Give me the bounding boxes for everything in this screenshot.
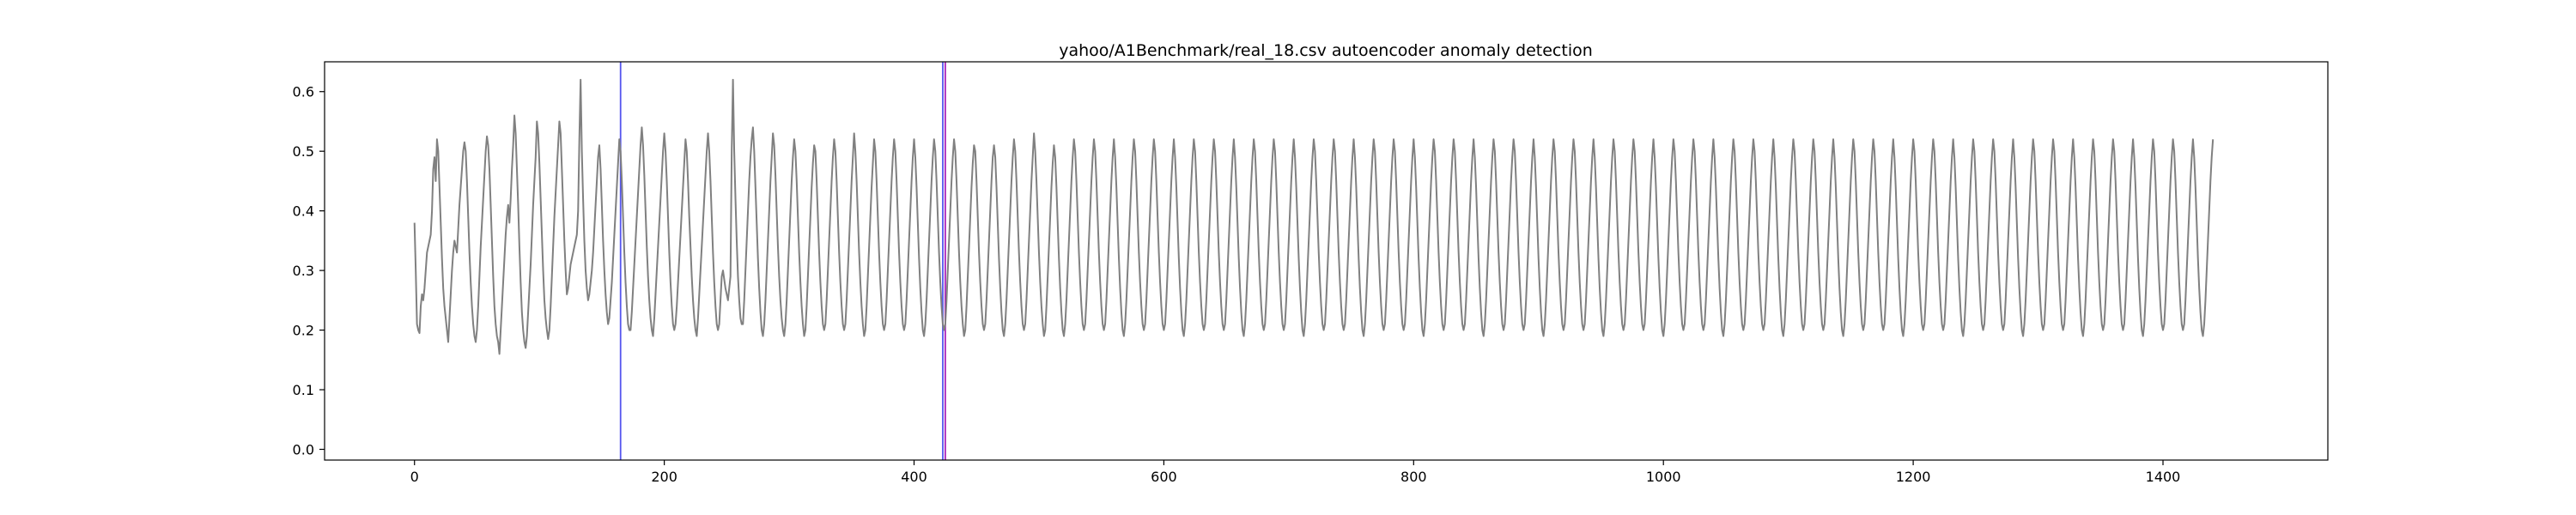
x-tick-label-1200: 1200 <box>1896 469 1931 485</box>
x-tick-label-1400: 1400 <box>2146 469 2181 485</box>
y-tick-label-0.6: 0.6 <box>293 84 314 100</box>
x-tick-label-1000: 1000 <box>1646 469 1681 485</box>
x-tick-label-400: 400 <box>901 469 927 485</box>
y-tick-label-0: 0.0 <box>293 441 314 457</box>
x-tick-label-800: 800 <box>1400 469 1427 485</box>
y-tick-label-0.4: 0.4 <box>293 203 314 220</box>
series-line-0 <box>413 78 2215 355</box>
x-tick-label-600: 600 <box>1151 469 1177 485</box>
y-tick-label-0.1: 0.1 <box>293 382 314 398</box>
anomaly-markers <box>619 62 946 460</box>
axes-frame <box>324 61 2329 461</box>
y-tick-label-0.5: 0.5 <box>293 143 314 160</box>
x-tick-label-0: 0 <box>410 469 419 485</box>
series-layer <box>413 78 2215 355</box>
y-tick-label-0.3: 0.3 <box>293 263 314 279</box>
y-tick-label-0.2: 0.2 <box>293 323 314 339</box>
chart-title: yahoo/A1Benchmark/real_18.csv autoencode… <box>1059 41 1593 60</box>
x-axis: 0 200 400 600 800 1000 1200 1400 <box>410 460 2181 485</box>
plot-area <box>324 61 2329 461</box>
x-tick-label-200: 200 <box>651 469 677 485</box>
y-axis: 0.0 0.1 0.2 0.3 0.4 0.5 0.6 <box>293 84 325 457</box>
